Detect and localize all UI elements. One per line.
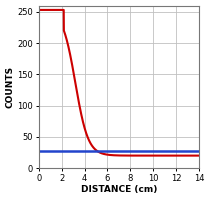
Y-axis label: COUNTS: COUNTS (5, 66, 14, 108)
X-axis label: DISTANCE (cm): DISTANCE (cm) (81, 185, 157, 194)
